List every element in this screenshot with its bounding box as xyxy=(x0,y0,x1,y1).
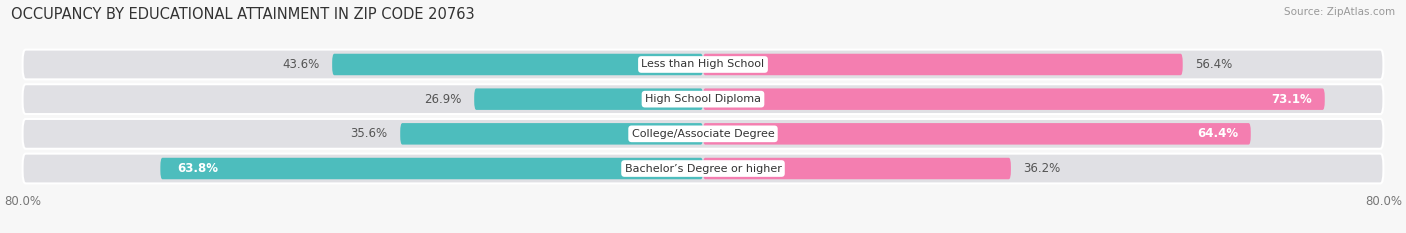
Text: College/Associate Degree: College/Associate Degree xyxy=(631,129,775,139)
FancyBboxPatch shape xyxy=(22,84,1384,114)
FancyBboxPatch shape xyxy=(332,54,703,75)
Text: 73.1%: 73.1% xyxy=(1271,93,1312,106)
FancyBboxPatch shape xyxy=(703,54,1182,75)
Text: 64.4%: 64.4% xyxy=(1197,127,1239,140)
FancyBboxPatch shape xyxy=(160,158,703,179)
FancyBboxPatch shape xyxy=(401,123,703,145)
Text: OCCUPANCY BY EDUCATIONAL ATTAINMENT IN ZIP CODE 20763: OCCUPANCY BY EDUCATIONAL ATTAINMENT IN Z… xyxy=(11,7,475,22)
FancyBboxPatch shape xyxy=(22,154,1384,183)
Text: 35.6%: 35.6% xyxy=(350,127,388,140)
Text: 63.8%: 63.8% xyxy=(177,162,218,175)
Text: Source: ZipAtlas.com: Source: ZipAtlas.com xyxy=(1284,7,1395,17)
FancyBboxPatch shape xyxy=(703,123,1251,145)
Text: Less than High School: Less than High School xyxy=(641,59,765,69)
Text: High School Diploma: High School Diploma xyxy=(645,94,761,104)
Text: 26.9%: 26.9% xyxy=(425,93,461,106)
FancyBboxPatch shape xyxy=(703,88,1324,110)
FancyBboxPatch shape xyxy=(703,158,1011,179)
Text: 36.2%: 36.2% xyxy=(1024,162,1062,175)
FancyBboxPatch shape xyxy=(22,119,1384,149)
FancyBboxPatch shape xyxy=(22,50,1384,79)
FancyBboxPatch shape xyxy=(474,88,703,110)
Text: Bachelor’s Degree or higher: Bachelor’s Degree or higher xyxy=(624,164,782,174)
Text: 43.6%: 43.6% xyxy=(283,58,319,71)
Text: 56.4%: 56.4% xyxy=(1195,58,1233,71)
